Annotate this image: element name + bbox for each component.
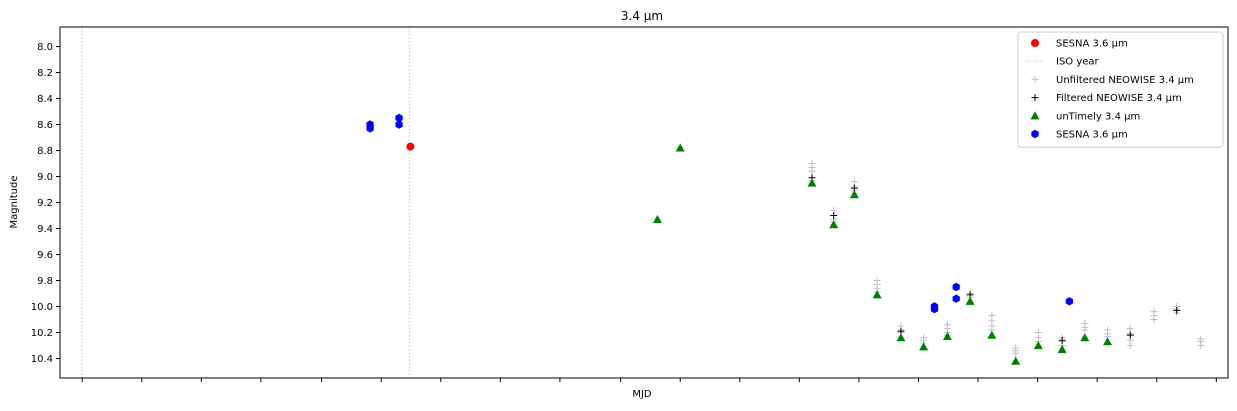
- series-3-point-14: [1080, 333, 1090, 342]
- series-3-point-0: [652, 214, 662, 223]
- y-tick-label-11: 10.2: [31, 328, 53, 339]
- legend-marker-0: [1031, 39, 1039, 47]
- legend-marker-4: [1030, 111, 1040, 120]
- x-axis-label: MJD: [632, 389, 652, 400]
- y-axis-label: Magnitude: [9, 176, 20, 229]
- legend: SESNA 3.6 μm ISO year Unfiltered NEOWISE 3…: [1017, 31, 1224, 148]
- legend-label-2: Unfiltered NEOWISE 3.4 μm: [1056, 75, 1194, 86]
- y-tick-label-0: 8.0: [37, 42, 53, 53]
- series-1-point-43: [1081, 326, 1089, 334]
- series-3-point-2: [807, 178, 817, 187]
- y-tick-label-9: 9.8: [37, 276, 53, 287]
- series-2: [808, 174, 1181, 344]
- series-4-point-6: [952, 282, 960, 292]
- series-4-point-3: [395, 120, 403, 129]
- legend-box: [1017, 31, 1224, 148]
- series-1-point-53: [1150, 316, 1158, 323]
- chart-title: 3.4 μm: [621, 9, 663, 23]
- plot-layer: [81, 27, 1205, 378]
- legend-label-3: Filtered NEOWISE 3.4 μm: [1056, 93, 1182, 104]
- axes: 8.0 8.2 8.4 8.6 8.8 9.0 9.2 9.4 9.6 9.8 10.0 10.2 10…: [31, 42, 1217, 382]
- series-2-point-1: [830, 212, 838, 219]
- y-tick-label-2: 8.4: [37, 94, 53, 105]
- series-4-point-1: [366, 124, 374, 133]
- y-tick-label-7: 9.4: [37, 224, 53, 235]
- y-tick-label-6: 9.2: [37, 198, 53, 209]
- series-3-point-5: [872, 290, 882, 299]
- series-3: [652, 143, 1113, 365]
- series-3-point-6: [896, 333, 906, 342]
- series-3-point-4: [849, 190, 859, 199]
- series-4-point-7: [952, 294, 960, 303]
- series-1-point-34: [1012, 349, 1020, 357]
- legend-marker-3: [1031, 94, 1039, 102]
- series-3-point-12: [1033, 341, 1043, 350]
- series-1-point-59: [1197, 342, 1205, 349]
- y-tick-label-3: 8.6: [37, 120, 53, 131]
- series-1-point-50: [1126, 342, 1134, 349]
- series-3-point-8: [942, 331, 952, 340]
- legend-label-4: unTimely 3.4 μm: [1056, 111, 1140, 122]
- series-0: [406, 142, 415, 151]
- series-3-point-13: [1057, 344, 1067, 353]
- legend-label-5: SESNA 3.6 μm: [1056, 130, 1128, 141]
- series-3-point-11: [1011, 356, 1021, 365]
- legend-label-1: ISO year: [1056, 57, 1100, 68]
- series-2-point-5: [1058, 336, 1066, 344]
- y-tick-label-1: 8.2: [37, 68, 53, 79]
- series-2-point-7: [1173, 306, 1181, 314]
- y-tick-label-12: 10.4: [31, 354, 53, 365]
- series-3-point-9: [965, 296, 975, 305]
- legend-marker-5: [1031, 129, 1039, 139]
- legend-marker-2: [1031, 75, 1039, 83]
- y-tick-label-10: 10.0: [31, 302, 53, 313]
- series-3-point-1: [675, 143, 685, 152]
- legend-label-0: SESNA 3.6 μm: [1056, 39, 1128, 50]
- series-1-point-2: [808, 167, 816, 175]
- series-3-point-3: [829, 220, 839, 229]
- series-3-point-7: [919, 342, 929, 351]
- series-2-point-6: [1126, 331, 1134, 339]
- y-tick-label-8: 9.6: [37, 250, 53, 261]
- series-1: [808, 160, 1205, 357]
- series-3-point-15: [1103, 337, 1113, 346]
- series-0-point-0: [406, 142, 415, 151]
- series-4-point-2: [395, 113, 403, 123]
- series-4-point-5: [930, 304, 939, 314]
- y-tick-label-4: 8.8: [37, 146, 53, 157]
- series-3-point-10: [987, 330, 997, 339]
- y-tick-label-5: 9.0: [37, 172, 53, 183]
- series-4: [366, 113, 1074, 314]
- series-4-point-8: [1065, 297, 1074, 306]
